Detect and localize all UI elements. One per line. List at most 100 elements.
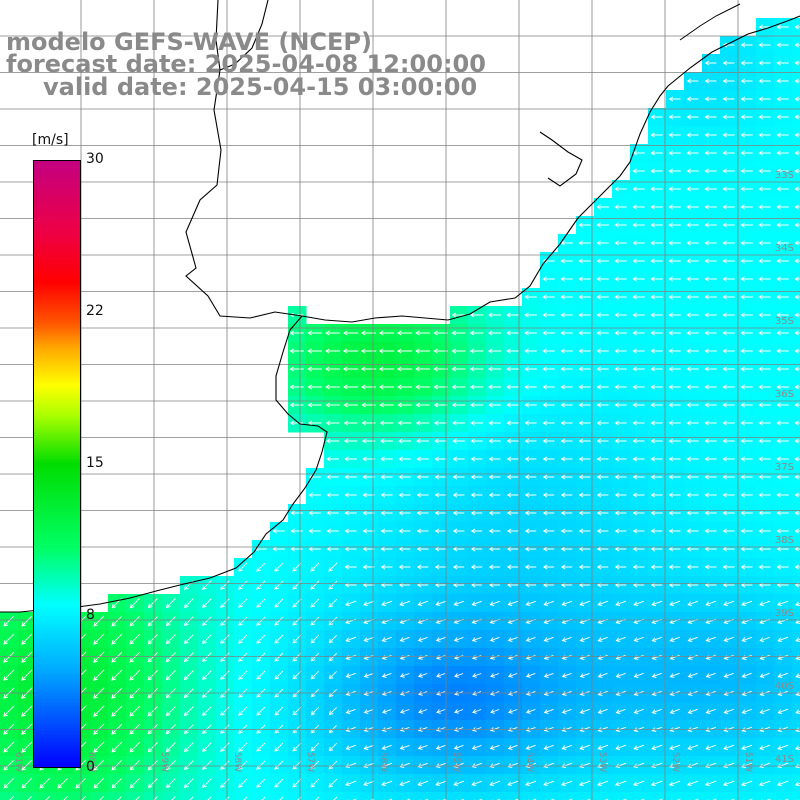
wind-arrow <box>454 673 464 678</box>
wind-arrow <box>93 741 105 753</box>
wind-arrow <box>363 744 374 750</box>
wind-arrow <box>650 276 663 282</box>
wind-arrow <box>418 709 428 714</box>
wind-arrow <box>81 795 87 800</box>
wind-arrow <box>274 760 284 770</box>
wind-arrow <box>417 726 428 732</box>
wind-arrow <box>650 366 663 372</box>
wind-arrow <box>777 600 789 607</box>
wind-arrow <box>794 456 800 462</box>
wind-arrow <box>434 456 447 462</box>
wind-arrow <box>490 709 500 714</box>
wind-arrow <box>794 150 800 156</box>
wind-arrow <box>417 673 428 678</box>
wind-arrow <box>471 727 482 732</box>
wind-arrow <box>111 669 123 681</box>
wind-arrow <box>3 705 15 717</box>
wind-arrow <box>794 78 800 84</box>
wind-arrow <box>507 780 519 787</box>
wind-arrow <box>668 564 681 570</box>
wind-arrow <box>614 510 627 516</box>
wind-arrow <box>274 562 284 572</box>
wind-arrow <box>326 510 339 516</box>
wind-arrow <box>596 528 609 534</box>
wind-arrow <box>596 546 609 552</box>
wind-arrow <box>506 348 519 354</box>
wind-arrow <box>596 474 609 480</box>
wind-cell <box>792 756 800 775</box>
wind-arrow <box>723 636 734 642</box>
wind-arrow <box>360 348 377 354</box>
wind-arrow <box>396 348 413 354</box>
wind-arrow <box>507 673 518 678</box>
wind-arrow <box>758 294 771 300</box>
wind-arrow <box>668 96 681 102</box>
wind-arrow <box>668 780 681 787</box>
wind-arrow <box>290 510 303 516</box>
wind-arrow <box>399 780 411 787</box>
wind-arrow <box>668 132 681 138</box>
wind-arrow <box>578 474 591 480</box>
wind-arrow <box>398 528 411 534</box>
wind-arrow <box>453 727 464 732</box>
wind-arrow <box>723 672 734 678</box>
wind-arrow <box>633 636 644 642</box>
wind-arrow <box>488 474 501 480</box>
wind-arrow <box>705 636 716 642</box>
wind-arrow <box>650 150 663 156</box>
wind-arrow <box>326 492 339 498</box>
wind-cell <box>738 792 757 800</box>
wind-arrow <box>794 564 800 570</box>
wind-arrow <box>794 420 800 426</box>
wind-arrow <box>279 796 284 800</box>
wind-arrow <box>705 744 717 751</box>
wind-arrow <box>597 726 608 732</box>
wind-arrow <box>345 744 356 750</box>
wind-arrow <box>398 438 412 444</box>
wind-arrow <box>344 528 357 534</box>
wind-arrow <box>686 492 699 498</box>
wind-arrow <box>686 438 699 444</box>
wind-arrow <box>21 633 33 645</box>
wind-arrow <box>632 384 645 390</box>
latitude-label: 34S <box>775 243 794 254</box>
wind-arrow <box>686 78 699 84</box>
wind-arrow <box>290 546 303 552</box>
wind-arrow <box>451 384 466 390</box>
wind-arrow <box>578 492 591 498</box>
wind-arrow <box>596 348 609 354</box>
wind-arrow <box>596 222 609 228</box>
wind-arrow <box>147 616 158 627</box>
wind-arrow <box>704 420 717 426</box>
wind-arrow <box>614 330 627 336</box>
longitude-label: 61W <box>13 752 23 772</box>
wind-arrow <box>668 312 681 318</box>
wind-arrow <box>416 438 429 444</box>
wind-arrow <box>650 258 663 264</box>
wind-arrow <box>650 510 663 516</box>
wind-cell <box>306 792 325 800</box>
wind-arrow <box>452 528 465 534</box>
wind-arrow <box>614 492 627 498</box>
wind-arrow <box>272 546 285 552</box>
wind-arrow <box>506 564 519 570</box>
wind-arrow <box>740 204 753 210</box>
wind-arrow <box>687 636 698 642</box>
wind-arrow <box>561 636 572 642</box>
wind-arrow <box>543 600 554 606</box>
wind-arrow <box>615 636 626 642</box>
wind-arrow <box>344 564 357 570</box>
wind-cell <box>162 792 181 800</box>
wind-arrow <box>579 600 590 606</box>
wind-arrow <box>741 600 753 607</box>
wind-arrow <box>165 760 176 771</box>
wind-arrow <box>325 366 341 372</box>
wind-arrow <box>507 726 518 732</box>
wind-arrow <box>292 670 302 680</box>
wind-cell <box>180 792 199 800</box>
wind-arrow <box>345 726 356 732</box>
wind-arrow <box>361 402 376 408</box>
wind-arrow <box>596 240 609 246</box>
wind-arrow <box>344 474 357 480</box>
wind-arrow <box>433 402 448 408</box>
